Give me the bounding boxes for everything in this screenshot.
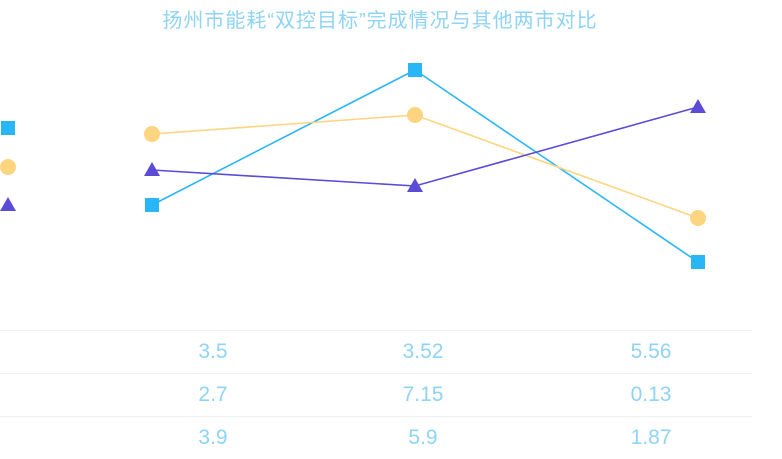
table-cell: 2.7 — [198, 383, 228, 406]
data-point — [144, 162, 160, 176]
legend — [0, 118, 24, 232]
legend-item — [0, 194, 24, 232]
series-markers — [144, 63, 706, 269]
series-line — [151, 69, 699, 263]
table-row: 3.9 5.9 1.87 — [0, 416, 752, 459]
table-cell: 3.5 — [198, 340, 228, 363]
table-cell: 5.9 — [408, 426, 438, 449]
table-cell: 0.13 — [630, 383, 672, 406]
table-cell: 1.87 — [630, 426, 672, 449]
legend-item — [0, 156, 24, 194]
table-row: 2.7 7.15 0.13 — [0, 373, 752, 416]
table-row: 3.5 3.52 5.56 — [0, 330, 752, 373]
data-table: 3.5 3.52 5.56 2.7 7.15 0.13 3.9 5.9 1.87 — [0, 330, 752, 459]
data-point — [690, 99, 706, 113]
data-point — [145, 198, 159, 212]
data-point — [691, 255, 705, 269]
legend-item — [0, 118, 24, 156]
table-cell: 3.52 — [402, 340, 444, 363]
data-point — [408, 63, 422, 77]
data-point — [690, 210, 706, 226]
data-point — [407, 107, 423, 123]
chart-title: 扬州市能耗“双控目标”完成情况与其他两市对比 — [162, 10, 598, 32]
table-cell: 5.56 — [630, 340, 672, 363]
series-lines — [151, 69, 699, 263]
table-cell: 7.15 — [402, 383, 444, 406]
line-chart — [144, 63, 706, 269]
data-point — [407, 178, 423, 192]
table-cell: 3.9 — [198, 426, 228, 449]
square-marker-icon — [1, 121, 15, 135]
triangle-marker-icon — [0, 197, 16, 211]
circle-marker-icon — [0, 159, 16, 175]
data-point — [144, 126, 160, 142]
